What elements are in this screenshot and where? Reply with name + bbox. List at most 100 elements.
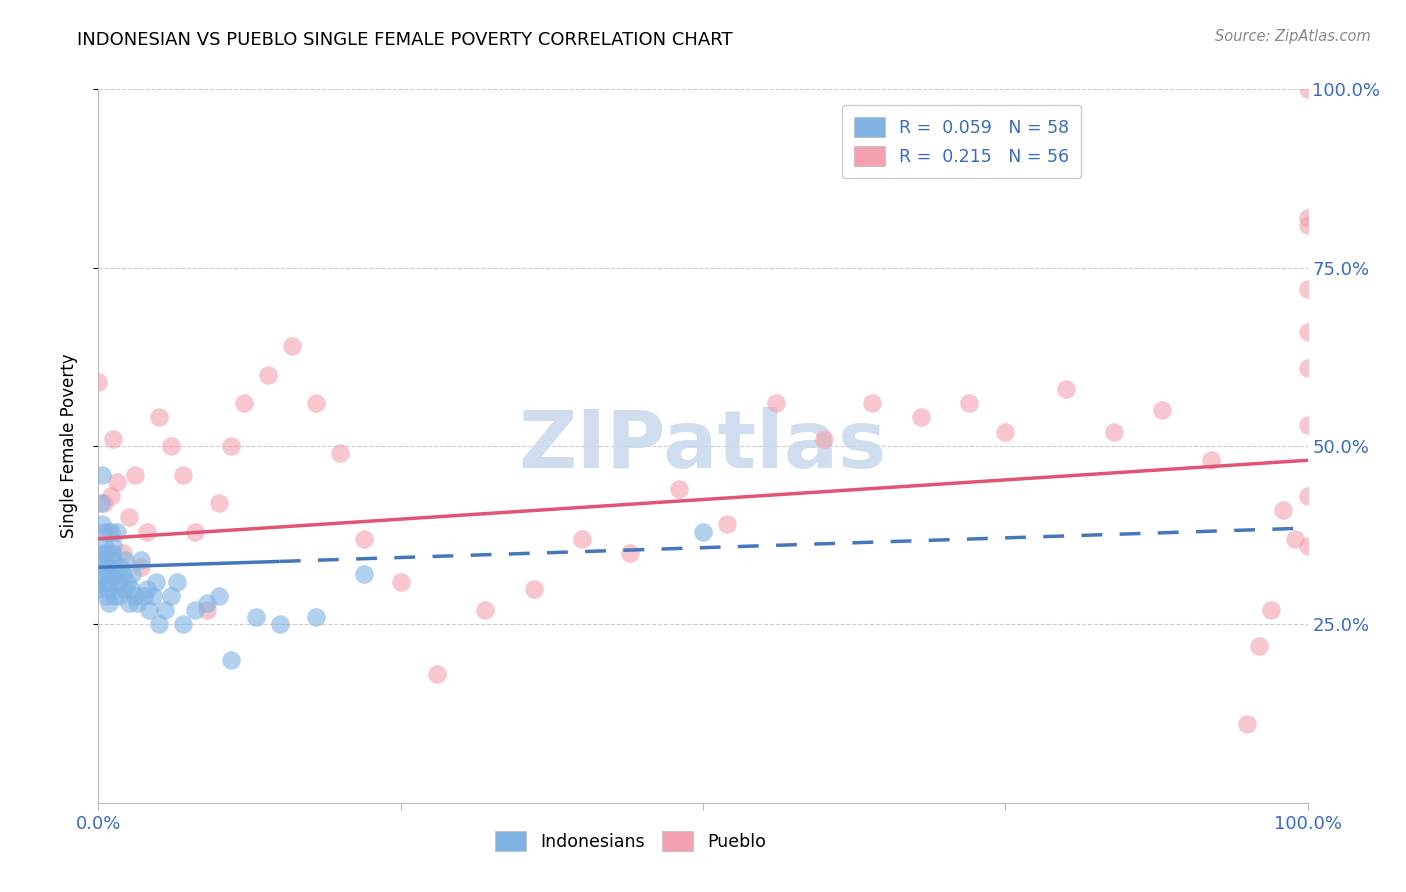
Legend: Indonesians, Pueblo: Indonesians, Pueblo: [488, 824, 773, 858]
Point: [1054, 382, 1077, 396]
Point: [111, 567, 134, 582]
Point: [135, 524, 157, 539]
Point: [108, 560, 131, 574]
Point: [1272, 503, 1295, 517]
Point: [160, 439, 183, 453]
Point: [305, 396, 328, 410]
Point: [813, 432, 835, 446]
Point: [1296, 417, 1319, 432]
Point: [127, 596, 149, 610]
Point: [97, 524, 120, 539]
Point: [87, 582, 110, 596]
Point: [94, 567, 117, 582]
Point: [1260, 603, 1282, 617]
Point: [1152, 403, 1174, 417]
Point: [221, 653, 243, 667]
Point: [105, 524, 128, 539]
Point: [256, 368, 278, 382]
Point: [269, 617, 291, 632]
Point: [103, 589, 125, 603]
Point: [93, 553, 115, 567]
Point: [111, 546, 134, 560]
Point: [1296, 82, 1319, 96]
Point: [957, 396, 980, 410]
Point: [860, 396, 883, 410]
Point: [195, 596, 218, 610]
Point: [184, 524, 207, 539]
Point: [104, 567, 127, 582]
Point: [474, 603, 496, 617]
Point: [100, 489, 122, 503]
Point: [184, 603, 207, 617]
Point: [100, 567, 122, 582]
Point: [716, 517, 738, 532]
Point: [172, 467, 194, 482]
Y-axis label: Single Female Poverty: Single Female Poverty: [59, 354, 77, 538]
Point: [101, 539, 124, 553]
Point: [91, 560, 114, 574]
Point: [1296, 360, 1319, 375]
Point: [118, 510, 141, 524]
Point: [107, 574, 129, 589]
Point: [90, 496, 112, 510]
Text: INDONESIAN VS PUEBLO SINGLE FEMALE POVERTY CORRELATION CHART: INDONESIAN VS PUEBLO SINGLE FEMALE POVER…: [77, 31, 733, 49]
Point: [910, 410, 932, 425]
Point: [523, 582, 546, 596]
Point: [142, 589, 165, 603]
Point: [232, 396, 254, 410]
Point: [329, 446, 352, 460]
Point: [1284, 532, 1306, 546]
Point: [129, 553, 152, 567]
Point: [108, 589, 131, 603]
Point: [121, 567, 143, 582]
Point: [91, 546, 114, 560]
Point: [221, 439, 243, 453]
Point: [105, 475, 128, 489]
Point: [994, 425, 1017, 439]
Point: [118, 596, 141, 610]
Point: [97, 582, 120, 596]
Point: [353, 567, 375, 582]
Point: [426, 667, 449, 681]
Text: Source: ZipAtlas.com: Source: ZipAtlas.com: [1215, 29, 1371, 44]
Point: [389, 574, 412, 589]
Point: [245, 610, 267, 624]
Point: [1236, 717, 1258, 731]
Point: [93, 496, 115, 510]
Point: [87, 375, 110, 389]
Point: [145, 574, 167, 589]
Point: [1296, 211, 1319, 225]
Point: [1296, 218, 1319, 232]
Point: [101, 553, 124, 567]
Point: [101, 432, 124, 446]
Point: [1102, 425, 1125, 439]
Point: [91, 467, 114, 482]
Point: [97, 560, 120, 574]
Point: [160, 589, 183, 603]
Point: [195, 603, 218, 617]
Point: [166, 574, 188, 589]
Point: [208, 589, 231, 603]
Point: [153, 603, 176, 617]
Point: [148, 617, 170, 632]
Point: [619, 546, 641, 560]
Point: [1296, 539, 1319, 553]
Point: [281, 339, 304, 353]
Point: [96, 546, 118, 560]
Point: [129, 560, 152, 574]
Point: [1249, 639, 1271, 653]
Point: [1199, 453, 1222, 467]
Point: [100, 524, 122, 539]
Point: [134, 589, 156, 603]
Point: [93, 539, 115, 553]
Point: [668, 482, 690, 496]
Point: [172, 617, 194, 632]
Point: [114, 553, 136, 567]
Point: [353, 532, 375, 546]
Point: [305, 610, 328, 624]
Point: [98, 574, 121, 589]
Point: [692, 524, 714, 539]
Point: [148, 410, 170, 425]
Point: [571, 532, 593, 546]
Point: [98, 596, 121, 610]
